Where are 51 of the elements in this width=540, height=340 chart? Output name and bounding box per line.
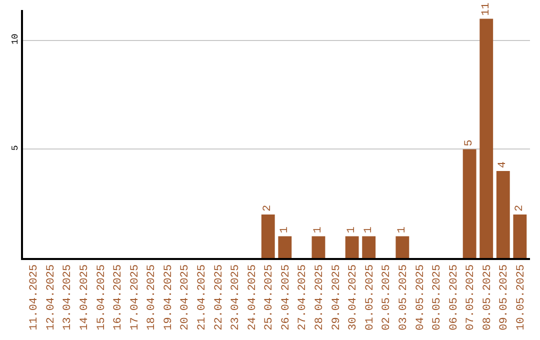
data-label: 2	[262, 204, 274, 212]
bar	[396, 236, 410, 258]
x-tick-label: 10.05.2025	[516, 264, 528, 330]
x-tick-label: 07.05.2025	[465, 264, 478, 330]
x-tick-label: 11.04.2025	[28, 264, 41, 330]
data-label: 1	[312, 226, 324, 234]
x-tick-label: 30.04.2025	[348, 264, 360, 330]
bar	[278, 236, 292, 258]
data-label: 11	[480, 2, 492, 16]
x-tick-label: 14.04.2025	[79, 264, 92, 330]
x-tick-label: 18.04.2025	[146, 264, 158, 330]
x-tick-label: 21.04.2025	[196, 264, 209, 330]
bar	[345, 236, 359, 258]
x-tick-label: 02.05.2025	[381, 264, 394, 330]
bar	[513, 214, 527, 258]
x-tick-label: 03.05.2025	[398, 264, 410, 330]
data-label: 1	[346, 226, 358, 234]
x-tick-label: 25.04.2025	[264, 264, 276, 330]
bar	[496, 170, 510, 258]
x-tick-label: 23.04.2025	[230, 264, 242, 330]
bar	[261, 214, 275, 258]
x-tick-label: 17.04.2025	[129, 264, 142, 330]
data-label: 1	[396, 226, 408, 234]
x-tick-label: 29.04.2025	[330, 264, 343, 330]
x-tick-label: 13.04.2025	[62, 264, 74, 330]
x-tick-label: 09.05.2025	[498, 264, 511, 330]
x-tick-label: 26.04.2025	[280, 264, 292, 330]
x-tick-label: 15.04.2025	[96, 264, 108, 330]
bar	[462, 149, 476, 258]
x-tick-label: 06.05.2025	[448, 264, 460, 330]
x-tick-label: 01.05.2025	[364, 264, 376, 330]
x-tick-label: 20.04.2025	[180, 264, 192, 330]
x-tick-label: 04.05.2025	[414, 264, 427, 330]
y-tick-label: 10	[10, 34, 20, 45]
x-tick-label: 05.05.2025	[432, 264, 444, 330]
x-tick-label: 12.04.2025	[45, 264, 58, 330]
x-tick-label: 19.04.2025	[162, 264, 175, 330]
data-label: 5	[464, 140, 476, 146]
data-label: 4	[497, 160, 510, 168]
bar	[362, 236, 376, 258]
bar	[480, 18, 494, 258]
x-tick-label: 24.04.2025	[246, 264, 259, 330]
x-tick-label: 08.05.2025	[482, 264, 494, 330]
data-label: 2	[514, 204, 526, 212]
x-tick-label: 28.04.2025	[314, 264, 326, 330]
data-label: 1	[362, 226, 375, 234]
data-label: 1	[278, 226, 291, 234]
x-tick-label: 22.04.2025	[213, 264, 226, 330]
x-tick-label: 16.04.2025	[112, 264, 125, 330]
bar	[312, 236, 326, 258]
x-tick-label: 27.04.2025	[297, 264, 310, 330]
